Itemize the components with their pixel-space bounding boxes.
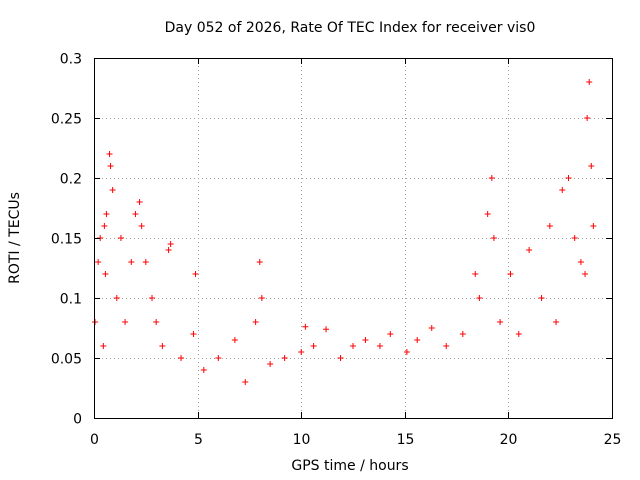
data-point: [122, 319, 129, 325]
x-tick-label: 0: [90, 432, 99, 448]
data-point: [142, 259, 149, 265]
data-point: [298, 349, 305, 355]
data-point: [200, 367, 207, 373]
data-point: [488, 175, 495, 181]
data-point: [459, 331, 466, 337]
data-point: [192, 271, 199, 277]
data-point: [101, 223, 108, 229]
data-point: [588, 163, 595, 169]
data-point: [252, 319, 259, 325]
data-point: [138, 223, 145, 229]
data-point: [538, 295, 545, 301]
data-point: [106, 151, 113, 157]
y-tick-label: 0.25: [51, 112, 82, 128]
data-points: [92, 79, 597, 385]
grid-lines: [94, 58, 612, 418]
data-point: [323, 326, 330, 333]
y-tick-labels: 0 0.05 0.1 0.15 0.2 0.25 0.3: [51, 52, 82, 428]
data-point: [571, 235, 578, 241]
data-point: [472, 271, 479, 277]
data-point: [559, 187, 566, 193]
data-point: [102, 271, 109, 277]
x-tick-label: 5: [194, 432, 203, 448]
data-point: [117, 235, 124, 241]
y-axis-label: ROTI / TECUs: [7, 192, 23, 284]
data-point: [302, 323, 309, 330]
data-point: [584, 115, 591, 121]
y-tick-label: 0.3: [60, 52, 82, 68]
data-point: [515, 331, 522, 337]
y-tick-label: 0.05: [51, 352, 82, 368]
data-point: [281, 355, 288, 361]
data-point: [178, 355, 185, 361]
data-point: [484, 211, 491, 217]
data-point: [256, 259, 263, 265]
data-point: [507, 271, 514, 277]
data-point: [215, 355, 222, 361]
data-point: [553, 319, 560, 325]
y-tick-label: 0.15: [51, 232, 82, 248]
data-point: [258, 295, 265, 301]
y-tick-label: 0.2: [60, 172, 82, 188]
data-point: [107, 163, 114, 169]
data-point: [546, 223, 553, 229]
y-tick-label: 0: [73, 412, 82, 428]
data-point: [350, 343, 356, 349]
x-tick-label: 25: [604, 432, 622, 448]
data-point: [132, 211, 139, 217]
data-point: [586, 79, 593, 85]
data-point: [109, 187, 116, 193]
x-tick-label: 15: [397, 432, 415, 448]
data-point: [167, 241, 174, 247]
data-point: [113, 295, 120, 301]
y-tick-label: 0.1: [60, 292, 82, 308]
data-point: [149, 295, 156, 301]
data-point: [403, 349, 410, 355]
x-tick-label: 20: [500, 432, 518, 448]
x-axis-label: GPS time / hours: [291, 458, 408, 474]
data-point: [526, 247, 533, 253]
data-point: [231, 337, 238, 343]
axis-ticks: [94, 58, 613, 419]
data-point: [337, 355, 344, 361]
data-point: [267, 361, 274, 367]
data-point: [165, 247, 172, 253]
data-point: [497, 319, 504, 325]
data-point: [92, 319, 99, 325]
data-point: [128, 259, 135, 265]
chart-title: Day 052 of 2026, Rate Of TEC Index for r…: [165, 20, 536, 36]
data-point: [414, 337, 421, 343]
data-point: [310, 343, 317, 349]
data-point: [590, 223, 597, 229]
data-point: [443, 343, 450, 349]
data-point: [565, 175, 572, 181]
data-point: [476, 295, 483, 301]
data-point: [582, 271, 589, 277]
data-point: [95, 259, 102, 265]
data-point: [159, 343, 166, 349]
data-point: [242, 379, 249, 385]
data-point: [376, 343, 383, 349]
x-tick-labels: 0 5 10 15 20 25: [90, 432, 621, 448]
data-point: [577, 259, 584, 265]
x-tick-label: 10: [293, 432, 311, 448]
data-point: [428, 325, 435, 331]
data-point: [362, 337, 369, 343]
data-point: [190, 331, 197, 337]
data-point: [136, 199, 143, 205]
data-point: [153, 319, 160, 325]
data-point: [100, 343, 107, 349]
data-point: [103, 211, 110, 217]
data-point: [387, 331, 394, 337]
data-point: [490, 235, 497, 241]
